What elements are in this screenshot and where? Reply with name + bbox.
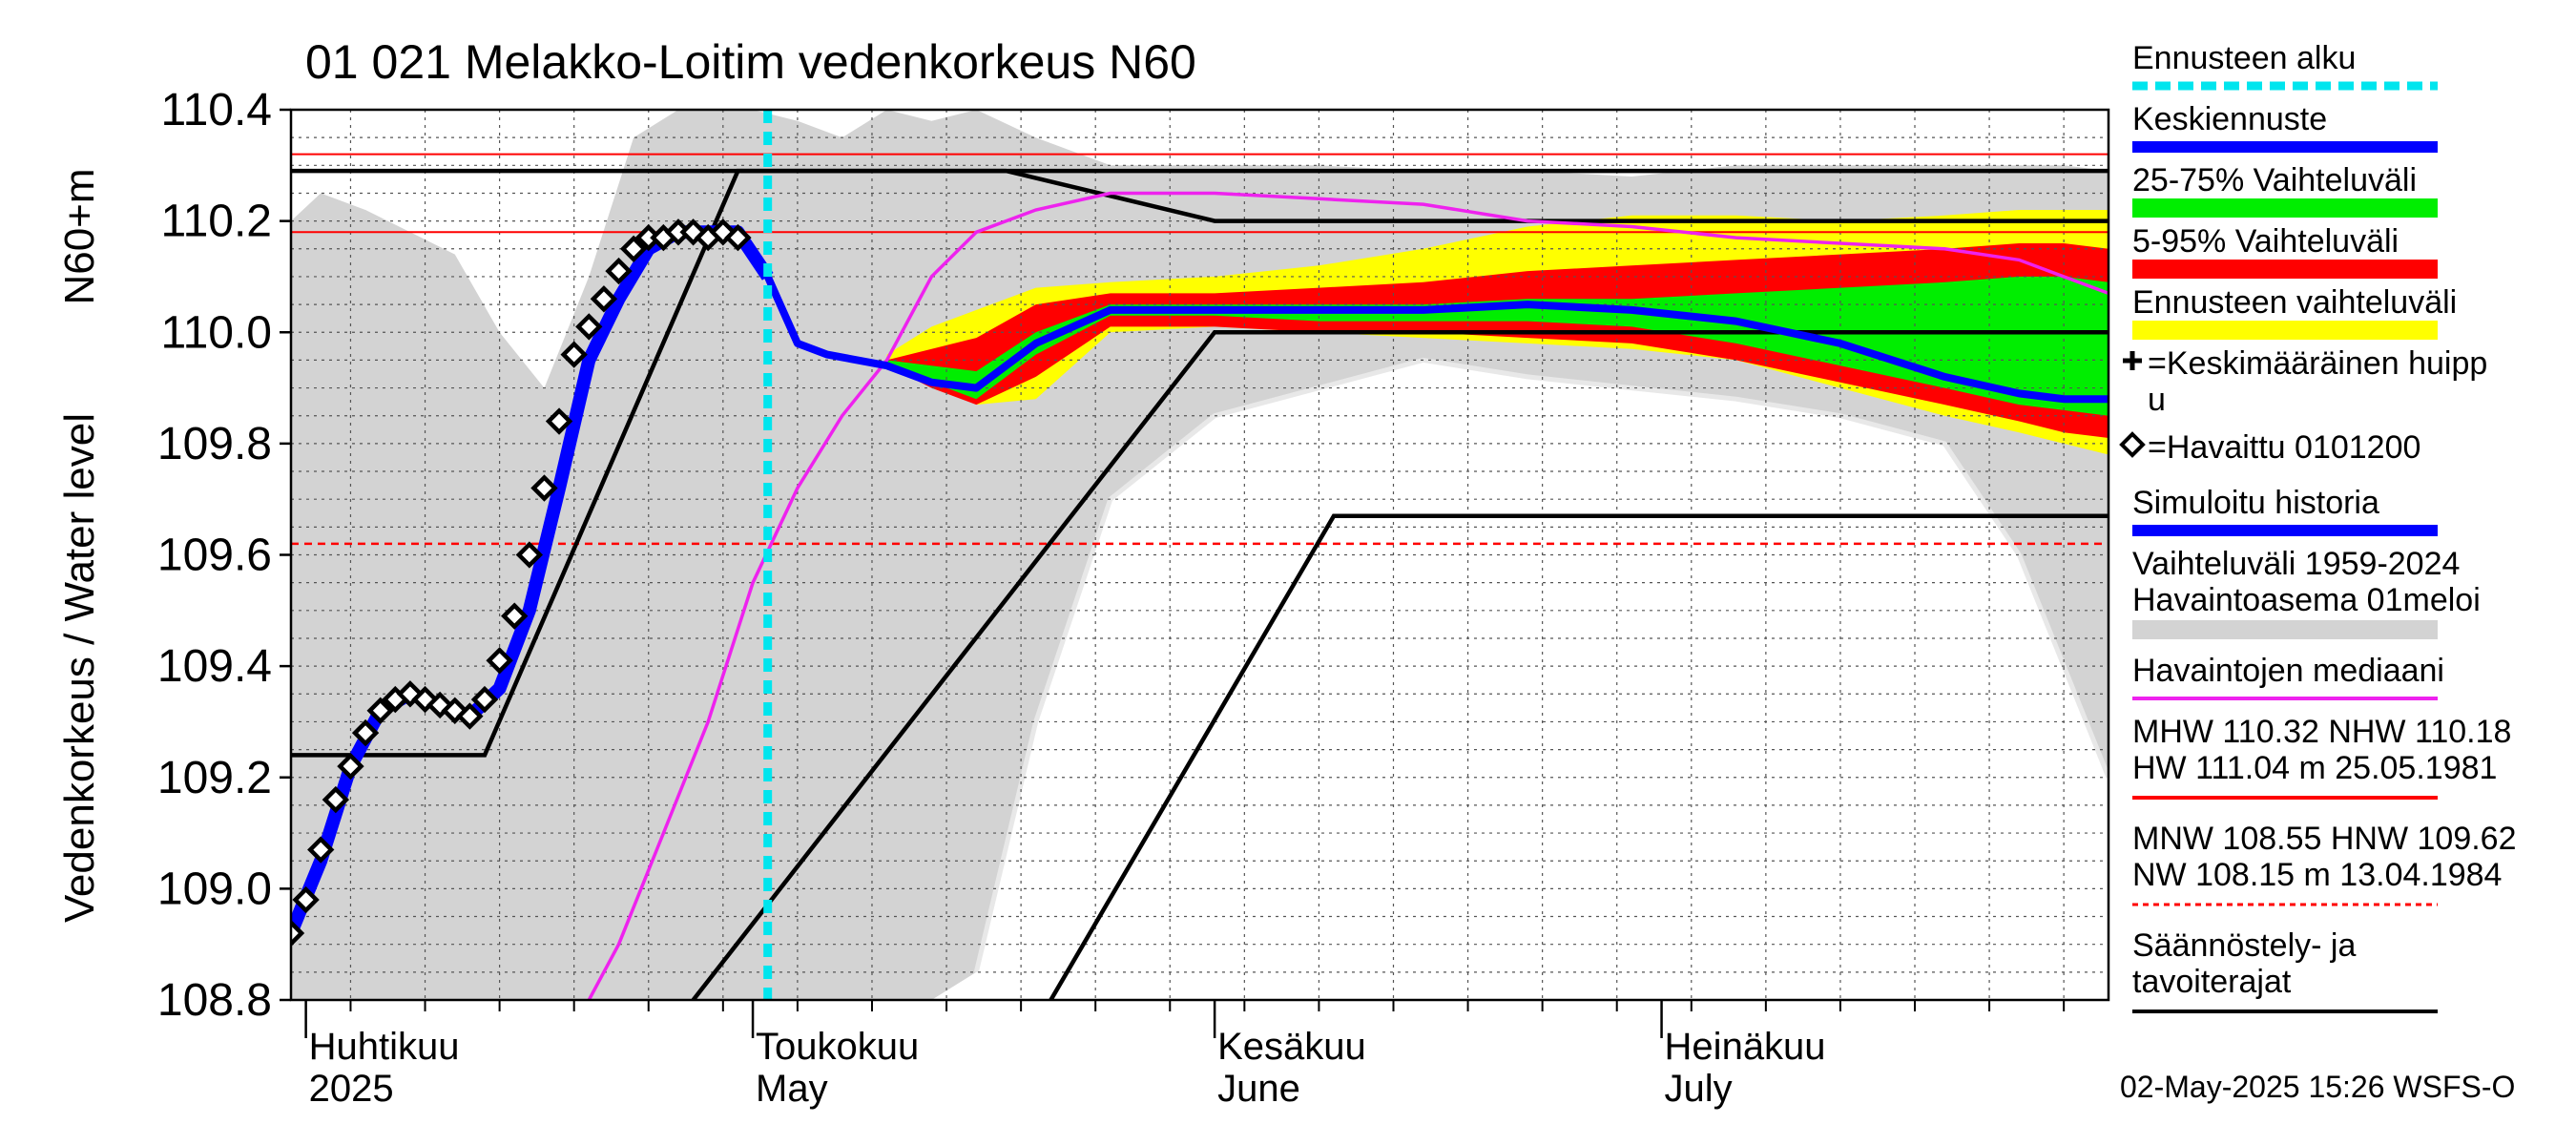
observed-point [486,647,513,675]
median-line [587,191,2109,1000]
chart-title: 01 021 Melakko-Loitim vedenkorkeus N60 [305,35,1196,89]
observed-point [291,919,305,947]
y-tick-label: 109.2 [157,753,272,803]
legend: Ennusteen alku Keskiennuste 25-75% Vaihtel… [2119,40,2517,1013]
observed-point [560,341,588,368]
legend-item-havaittu-0101200: =Havaittu 0101200 [2119,429,2420,466]
legend-label-line2: tavoiterajat [2132,964,2292,1000]
legend-label: 5-95% Vaihteluväli [2132,223,2399,260]
month-label: Kesäkuu [1217,1026,1366,1068]
legend-label: Keskiennuste [2132,101,2327,137]
y-tick-label: 110.2 [160,197,272,247]
observed-point [605,257,633,285]
y-tick-label: 109.4 [157,641,272,692]
regulation-limit-d [1049,513,2109,1000]
plot-area [291,110,2109,1000]
observed-point [530,474,558,502]
observed-point [545,407,573,435]
legend-item-havaintojen-mediaani: Havaintojen mediaani [2132,653,2444,700]
observed-point [456,702,484,730]
legend-item-simuloitu-historia: Simuloitu historia [2132,485,2438,536]
legend-label: Ennusteen vaihteluväli [2132,284,2457,321]
y-tick-label: 110.0 [160,307,272,358]
observed-point [515,541,544,569]
legend-label: Ennusteen alku [2132,40,2356,76]
regulation-limit-b [291,168,2109,758]
observed-point [709,219,737,246]
month-label: Heinäkuu [1665,1026,1826,1068]
legend-label: =Havaittu 0101200 [2148,429,2420,466]
month-sublabel: June [1217,1068,1300,1110]
legend-item-keskiennuste: Keskiennuste [2132,101,2438,153]
month-sublabel: July [1665,1068,1733,1110]
observed-point [501,602,529,630]
legend-item-5-95-vaihteluvali: 5-95% Vaihteluväli [2132,223,2438,279]
y-tick-label: 109.8 [157,419,272,469]
legend-label: =Keskimääräinen huipp [2148,345,2487,382]
month-label: Huhtikuu [309,1026,460,1068]
month-label: Toukokuu [756,1026,919,1068]
legend-item-ennusteen-vaihteluvali: Ennusteen vaihteluväli [2132,284,2457,340]
legend-label-line2: NW 108.15 m 13.04.1984 [2132,857,2502,893]
month-sublabel: May [756,1068,828,1110]
gridlines [291,110,2109,1000]
observed-point [724,223,752,252]
y-tick-label: 109.6 [157,531,272,581]
legend-diamond-icon [2119,431,2146,458]
axes: 108.8 109.0 109.2 109.4 109.6 109.8 110.0 110.2… [157,85,2066,1110]
observed-point [575,313,603,341]
y-tick-label: 108.8 [157,975,272,1026]
legend-item-ennusteen-alku: Ennusteen alku [2132,40,2438,91]
y-axis-unit-label: N60+m [56,168,103,304]
legend-label: Vaihteluväli 1959-2024 [2132,546,2460,582]
legend-item-25-75-vaihteluvali: 25-75% Vaihteluväli [2132,162,2438,218]
observed-point [292,885,320,914]
legend-label-line2: u [2148,382,2166,418]
y-tick-label: 110.4 [160,85,272,135]
observed-point [366,697,394,724]
observed-point [470,685,499,714]
legend-label: 25-75% Vaihteluväli [2132,162,2417,198]
legend-label: MHW 110.32 NHW 110.18 [2132,714,2511,750]
legend-plus-icon [2123,351,2142,370]
observed-point [679,219,707,246]
observed-point [337,752,364,781]
mean-forecast-line [764,275,2109,404]
history-lower-edge [973,357,2109,973]
observed-point [426,691,454,719]
legend-item-saannostely-ja: Säännöstely- ja tavoiterajat [2132,927,2438,1013]
y-tick-label: 109.0 [157,864,272,914]
observed-point [590,285,618,313]
observed-point [619,235,648,262]
observed-point [322,785,350,814]
month-sublabel: 2025 [309,1068,394,1110]
legend-label: Havaintojen mediaani [2132,653,2444,689]
y-axis-label: Vedenkorkeus / Water level [56,413,103,923]
legend-label: Simuloitu historia [2132,485,2379,521]
legend-label-line2: Havaintoasema 01meloi [2132,582,2481,618]
footer-timestamp: 02-May-2025 15:26 WSFS-O [2120,1070,2515,1104]
legend-label: Säännöstely- ja [2132,927,2356,964]
legend-label: MNW 108.55 HNW 109.62 [2132,821,2517,857]
legend-label-line2: HW 111.04 m 25.05.1981 [2132,750,2497,786]
regulation-limit-c [691,330,2109,1000]
observed-point [307,836,335,864]
legend-item-vaihteluvali-1959-2024: Vaihteluväli 1959-2024 Havaintoasema 01m… [2132,546,2481,639]
observed-point [351,718,380,747]
